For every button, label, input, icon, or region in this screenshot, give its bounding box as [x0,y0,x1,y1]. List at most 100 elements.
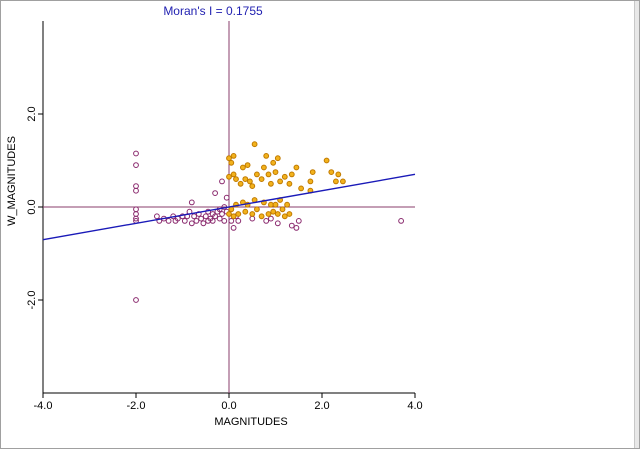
data-point-outlined [133,187,139,194]
window-edge [634,1,639,448]
chart-title: Moran's I = 0.1755 [163,4,263,18]
x-tick-label: -2.0 [127,400,146,412]
data-point-filled [230,153,237,159]
data-point-outlined [202,213,209,220]
data-point-filled [228,159,235,166]
data-point-outlined [133,211,139,217]
data-point-outlined [212,213,219,220]
data-point-outlined [193,218,200,224]
data-point-outlined [274,220,281,227]
x-tick-label: 2.0 [314,400,329,412]
data-point-outlined [154,213,160,220]
data-point-filled [244,162,251,169]
data-point-outlined [230,225,237,231]
data-point-filled [272,201,279,208]
data-point-filled [340,178,346,185]
data-point-outlined [235,218,242,224]
data-point-filled [230,171,237,178]
data-point-filled [293,164,300,171]
data-point-filled [328,169,335,176]
data-point-filled [284,201,291,208]
data-point-filled [261,164,267,171]
y-tick-label: 0.0 [26,199,38,214]
regression-line-segment [42,173,416,241]
data-point-outlined [223,194,230,201]
data-point-filled [272,169,279,176]
data-point-filled [251,141,258,148]
data-point-outlined [133,206,139,213]
data-point-filled [226,155,232,162]
data-point-outlined [219,178,225,185]
data-point-filled [230,213,237,220]
data-point-outlined [212,190,219,197]
data-point-filled [277,178,284,185]
y-tick-label: 2.0 [26,106,38,121]
data-point-outlined [198,215,205,222]
data-point-filled [309,169,316,176]
data-point-outlined [133,215,139,222]
data-point-filled [233,176,239,183]
data-point-filled [226,173,232,180]
data-point-filled [270,159,277,166]
data-point-filled [228,206,235,213]
data-point-filled [258,213,265,220]
data-point-filled [263,153,270,159]
data-point-filled [249,183,256,190]
data-point-outlined [165,218,172,224]
data-point-outlined [268,215,274,222]
data-point-outlined [188,220,195,227]
y-axis-label: W_MAGNITUDES [6,136,18,226]
data-point-outlined [200,220,207,227]
data-point-filled [298,185,305,192]
data-point-outlined [221,218,228,224]
data-point-filled [254,206,260,213]
x-tick-label: -4.0 [34,400,53,412]
data-point-outlined [181,218,188,224]
data-point-filled [274,155,281,162]
y-tick-label: -2.0 [26,291,38,310]
data-point-outlined [293,225,300,231]
data-point-filled [286,211,293,217]
x-tick-label: 0.0 [221,400,236,412]
data-point-outlined [398,218,405,224]
data-point-filled [333,178,339,185]
data-point-filled [335,171,342,178]
data-point-outlined [228,218,235,224]
data-point-filled [281,213,288,220]
data-point-filled [288,171,295,178]
data-point-outlined [263,218,270,224]
data-point-filled [270,208,277,215]
data-point-filled [323,157,330,164]
data-point-outlined [295,218,302,224]
data-point-outlined [209,218,216,224]
data-point-outlined [188,199,195,206]
data-point-filled [268,180,274,187]
data-point-filled [265,171,272,178]
tick-labels: -4.0 -2.0 0.0 2.0 4.0 -2.0 0.0 2.0 [26,106,423,412]
data-point-outlined [288,222,295,229]
data-point-outlined [216,215,223,222]
data-point-filled [281,173,288,180]
regression-line [42,173,416,241]
x-tick-label: 4.0 [407,400,422,412]
data-point-filled [286,180,293,187]
data-points [133,141,405,303]
data-point-filled [279,206,286,213]
data-point-filled [240,164,246,171]
data-point-filled [247,178,253,185]
data-point-filled [242,208,249,215]
data-point-outlined [249,215,256,222]
data-point-outlined [133,162,139,169]
data-point-outlined [133,297,139,303]
data-point-filled [249,211,256,217]
x-axis-label: MAGNITUDES [214,416,287,428]
data-point-filled [254,171,260,178]
data-point-outlined [219,211,225,217]
data-point-filled [235,211,242,217]
data-point-outlined [156,218,163,224]
data-point-filled [258,176,265,183]
data-point-outlined [133,183,139,190]
data-point-filled [268,201,274,208]
